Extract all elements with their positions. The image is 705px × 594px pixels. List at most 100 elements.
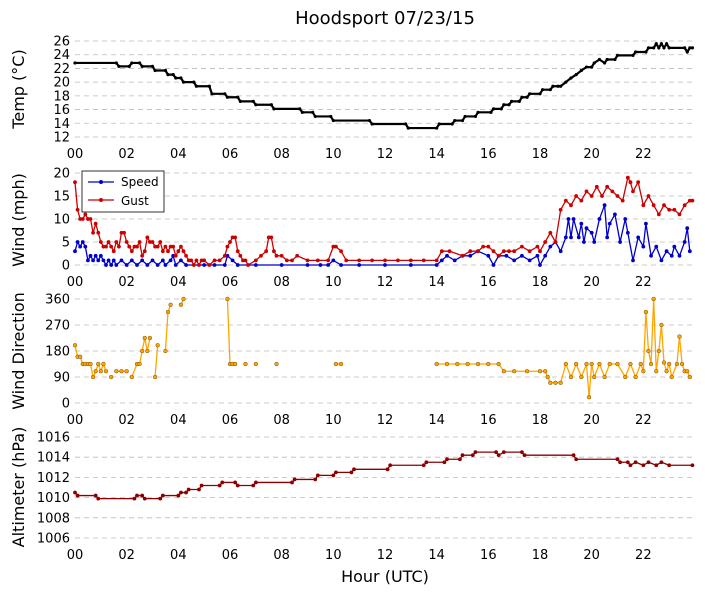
temp-ytick-label: 20: [53, 76, 70, 91]
wind-xtick-label: 22: [635, 275, 652, 290]
direction-direction-point: [589, 361, 594, 367]
temp-xtick-label: 10: [325, 147, 342, 162]
direction-direction-point: [623, 374, 628, 380]
direction-direction-point: [687, 374, 692, 380]
altimeter-altimeter-point: [473, 450, 478, 455]
temp-ytick-label: 18: [53, 89, 70, 104]
wind-speed-point: [582, 240, 586, 244]
direction-direction-point: [537, 369, 543, 374]
wind-speed-point: [114, 263, 119, 267]
wind-speed-point: [111, 258, 116, 263]
wind-speed-point: [672, 244, 677, 249]
wind-xtick-label: 18: [532, 275, 549, 290]
temp-temp-point: [127, 64, 131, 68]
direction-direction-point: [178, 302, 184, 307]
temp-xtick-label: 00: [67, 147, 84, 162]
direction-xtick-label: 14: [428, 413, 445, 428]
temp-temp-point: [652, 46, 656, 50]
direction-direction-point: [641, 369, 646, 374]
altimeter-altimeter-point: [75, 493, 80, 498]
temp-temp-point: [210, 92, 214, 96]
wind-gust-point: [272, 249, 276, 254]
wind-xtick-label: 06: [222, 275, 239, 290]
wind-gust-point: [579, 198, 584, 203]
wind-gust-point: [600, 194, 604, 198]
temp-ytick-label: 22: [53, 62, 70, 77]
wind-speed-point: [155, 263, 160, 267]
temp-temp-point: [73, 61, 77, 65]
direction-direction-point: [114, 369, 119, 374]
wind-ytick-label: 5: [62, 236, 70, 251]
temp-temp-point: [194, 84, 199, 88]
altimeter-altimeter-point: [253, 480, 258, 485]
direction-direction-point: [602, 374, 607, 380]
direction-direction-line: [226, 298, 236, 365]
temp-temp-point: [435, 126, 439, 130]
direction-direction-point: [597, 361, 602, 367]
temp-ytick-label: 26: [53, 35, 70, 50]
wind-ylabel: Wind (mph): [9, 173, 28, 267]
wind-gust-point: [246, 263, 250, 267]
temp-temp-point: [489, 110, 493, 114]
direction-direction-point: [661, 360, 667, 365]
wind-gust-point: [80, 217, 85, 221]
wind-speed-point: [563, 235, 568, 240]
wind-gust-point: [527, 249, 532, 254]
wind-speed-point: [279, 263, 284, 267]
direction-direction-point: [181, 296, 186, 302]
direction-direction-point: [243, 361, 248, 367]
altimeter-altimeter-point: [442, 460, 447, 465]
temp-temp-point: [192, 80, 196, 84]
direction-direction-point: [669, 374, 674, 380]
wind-gust-point: [357, 258, 362, 263]
wind-gust-point: [468, 249, 473, 254]
wind-speed-point: [504, 253, 509, 258]
temp-temp-point: [223, 92, 227, 96]
temp-temp-point: [646, 46, 651, 50]
wind-gust-point: [217, 258, 222, 263]
wind-gust-point: [274, 253, 279, 258]
wind-gust-point: [543, 240, 548, 244]
altimeter-altimeter-point: [641, 463, 646, 468]
direction-direction-point: [165, 309, 171, 315]
wind-speed-point: [618, 240, 622, 244]
wind-speed-point: [212, 263, 217, 267]
temp-temp-point: [404, 122, 408, 126]
wind-speed-point: [357, 263, 362, 267]
altimeter-altimeter-point: [220, 480, 225, 485]
wind-gust-point: [620, 198, 625, 203]
temp-temp-point: [331, 118, 335, 123]
wind-gust-point: [610, 189, 615, 194]
wind-gust-point: [548, 230, 553, 235]
temp-temp-point: [225, 95, 230, 99]
wind-speed-point: [535, 253, 540, 258]
altimeter-altimeter-line: [74, 451, 693, 500]
wind-speed-point: [664, 249, 669, 254]
wind-gust-point: [383, 258, 387, 263]
direction-direction-point: [638, 361, 643, 367]
wind-gust-point: [124, 240, 129, 244]
direction-direction-point: [96, 361, 101, 367]
direction-ytick-label: 0: [62, 397, 70, 412]
wind-gust-point: [189, 258, 194, 263]
altimeter-altimeter-point: [158, 496, 163, 501]
temp-xtick-label: 18: [532, 147, 549, 162]
direction-xtick-label: 02: [118, 413, 135, 428]
temp-temp-point: [163, 68, 168, 73]
wind-gust-point: [259, 253, 263, 258]
wind-gust-point: [334, 244, 338, 249]
temp-xtick-label: 02: [118, 147, 135, 162]
wind-speed-point: [383, 263, 387, 267]
wind-gust-point: [574, 194, 579, 198]
wind-gust-point: [127, 244, 132, 249]
direction-direction-point: [109, 374, 114, 380]
wind-xtick-label: 08: [273, 275, 290, 290]
altimeter-altimeter-point: [667, 463, 672, 468]
wind-gust-point: [447, 249, 452, 254]
direction-direction-point: [163, 348, 168, 354]
wind-speed-point: [649, 253, 653, 258]
wind-speed-point: [625, 230, 630, 235]
altimeter-ytick-label: 1008: [37, 511, 70, 526]
wind-gust-point: [656, 212, 661, 217]
temp-temp-point: [520, 95, 524, 99]
